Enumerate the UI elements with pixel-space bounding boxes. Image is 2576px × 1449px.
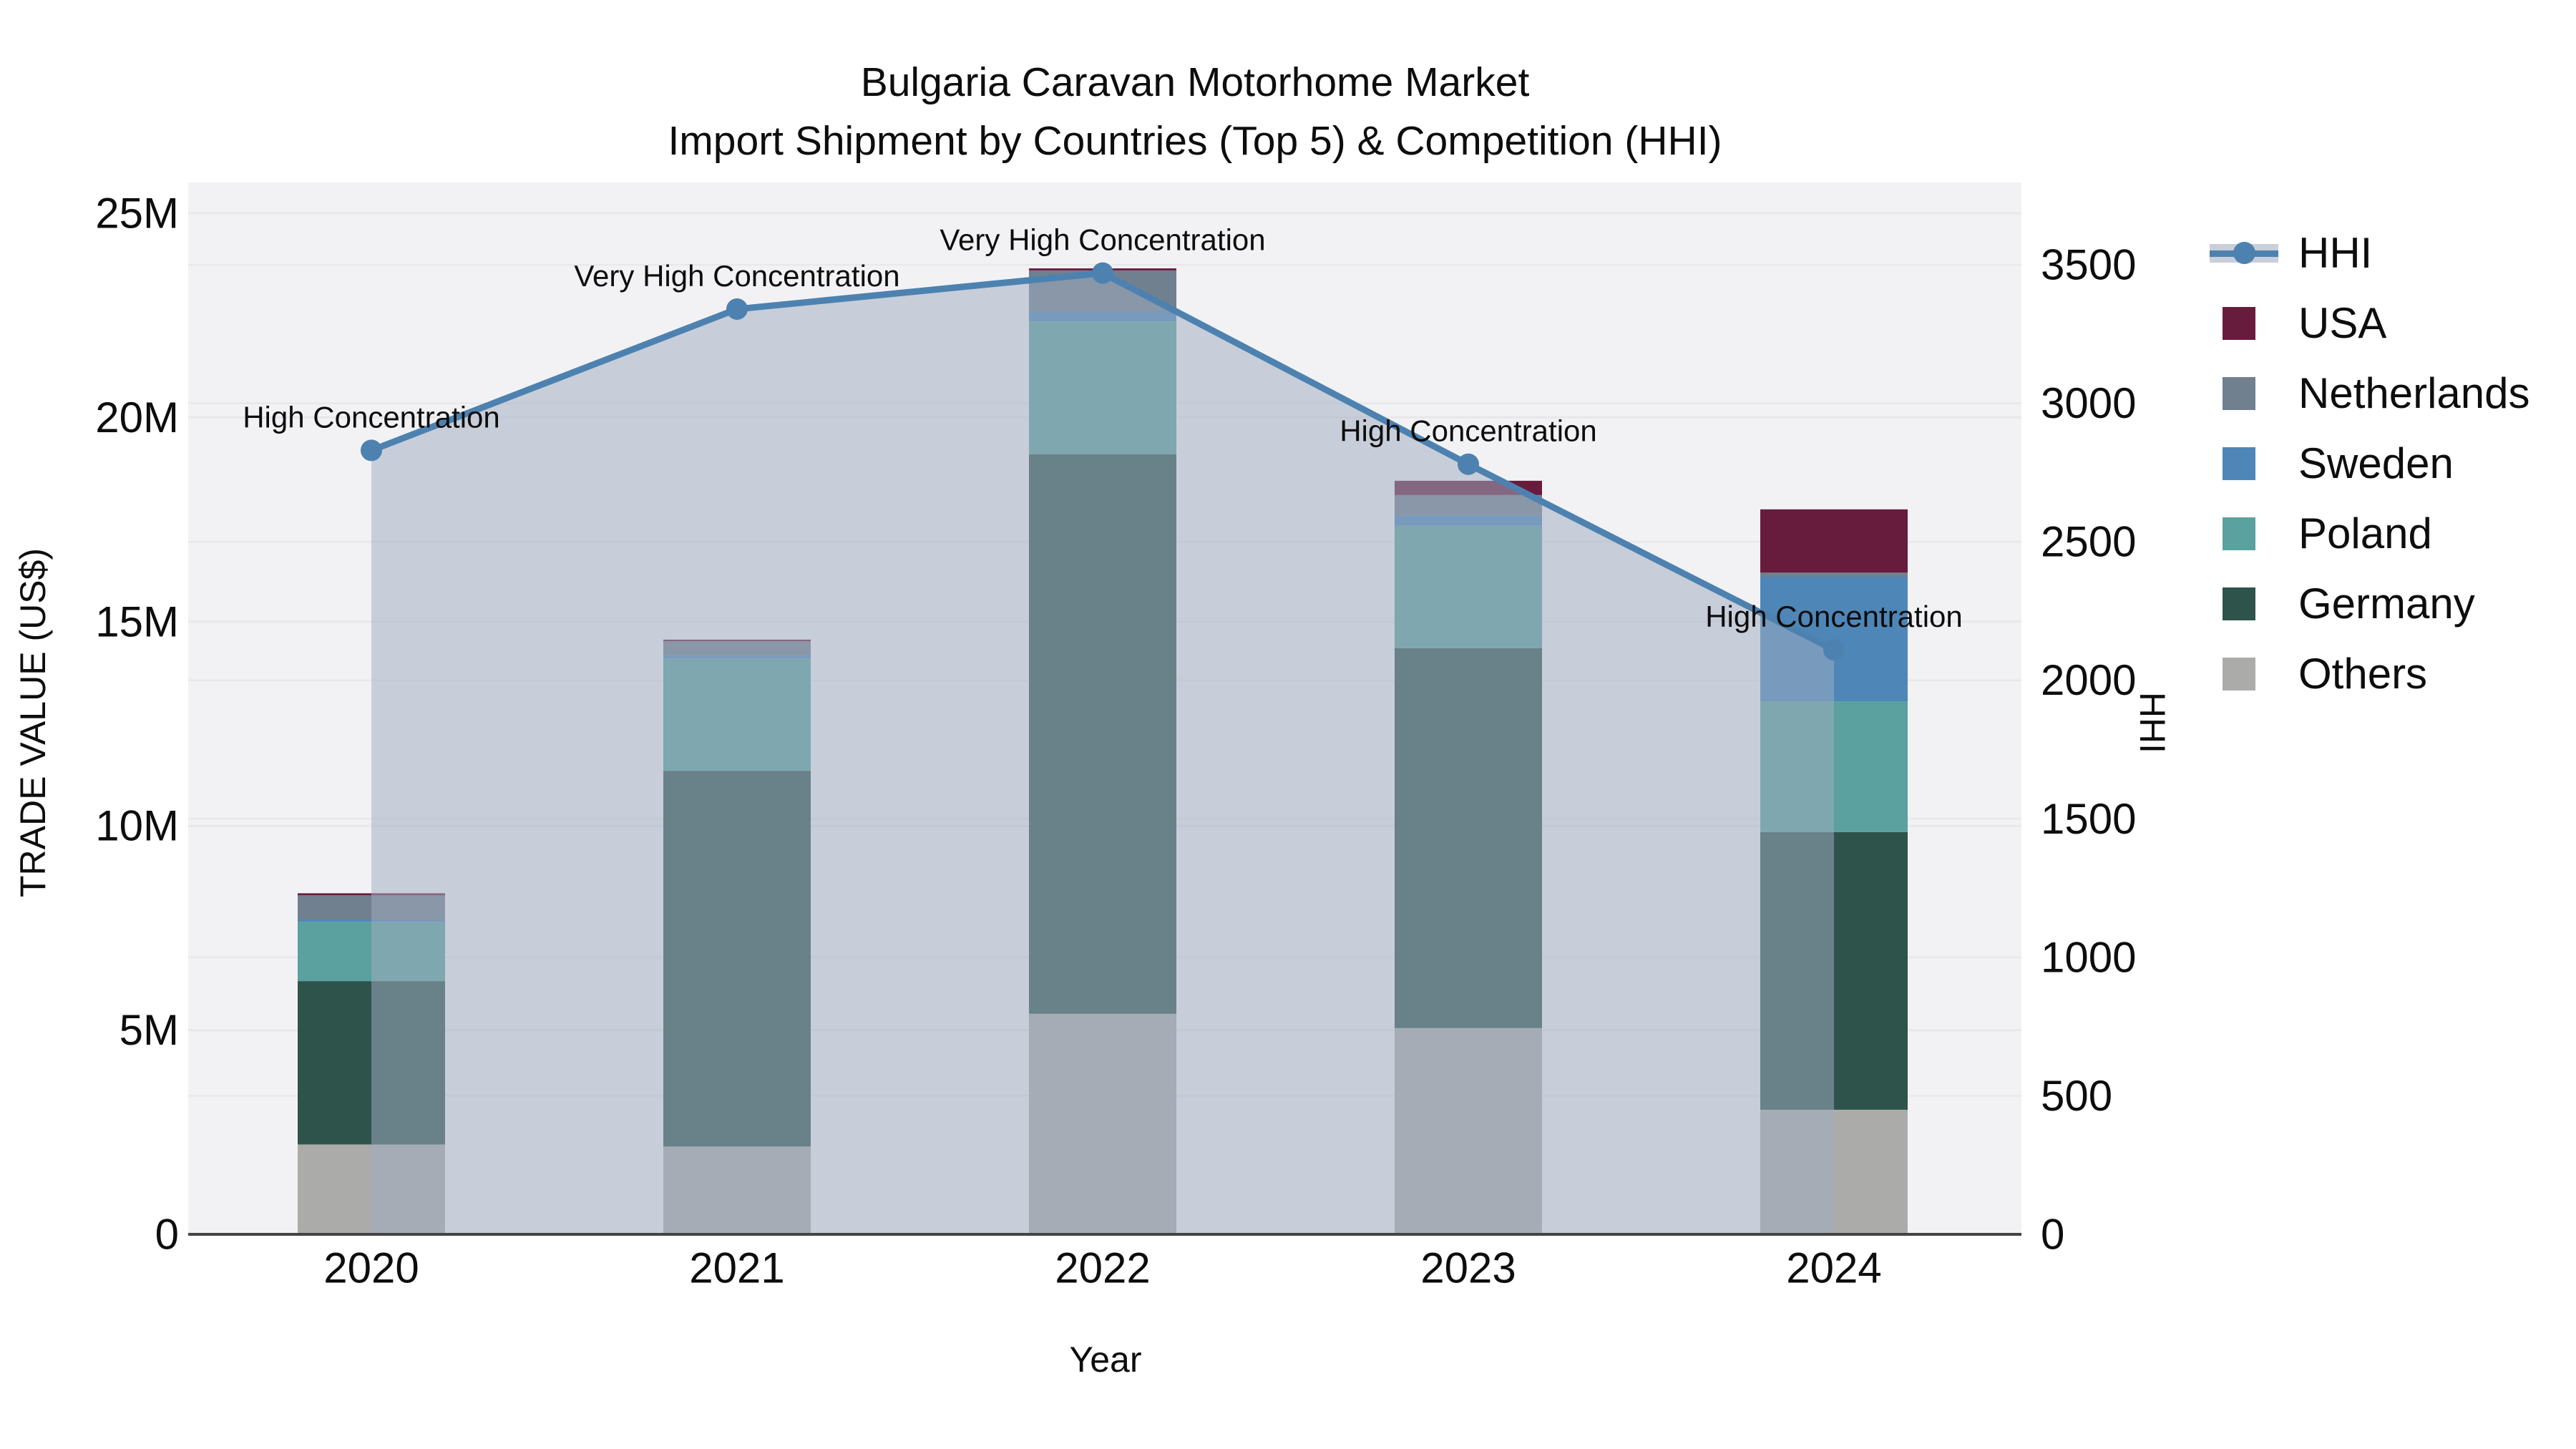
color-swatch-icon: [2223, 658, 2255, 691]
color-swatch-icon: [2223, 307, 2255, 340]
germany-swatch-icon: [2210, 587, 2278, 620]
legend-label: Others: [2298, 649, 2428, 698]
hhi-marker-2020[interactable]: [361, 439, 382, 462]
y-left-tick-25M: 25M: [95, 190, 179, 238]
annotation-2020: High Concentration: [243, 400, 500, 434]
others-swatch-icon: [2210, 658, 2278, 691]
annotation-2023: High Concentration: [1340, 414, 1597, 448]
sweden-swatch-icon: [2210, 447, 2278, 480]
usa-swatch-icon: [2210, 307, 2278, 340]
hhi-line-swatch-icon: [2210, 237, 2278, 268]
legend-item-others[interactable]: Others: [2210, 649, 2530, 698]
legend-item-usa[interactable]: USA: [2210, 298, 2530, 347]
color-swatch-icon: [2223, 377, 2255, 410]
bar-segment-usa-2024[interactable]: [1760, 509, 1908, 573]
color-swatch-icon: [2223, 447, 2255, 480]
y-left-tick-15M: 15M: [95, 597, 179, 645]
legend-label: USA: [2298, 298, 2387, 347]
y-right-tick-2500: 2500: [2041, 518, 2136, 566]
y-left-tick-5M: 5M: [119, 1006, 179, 1054]
hhi-marker-2022[interactable]: [1092, 262, 1113, 284]
y-right-tick-500: 500: [2041, 1072, 2112, 1120]
x-tick-2020: 2020: [323, 1244, 419, 1292]
x-tick-2024: 2024: [1786, 1244, 1881, 1292]
hhi-marker-2023[interactable]: [1458, 453, 1479, 475]
x-tick-2023: 2023: [1420, 1244, 1516, 1292]
y-left-axis-title: TRADE VALUE (US$): [13, 548, 53, 897]
legend-item-sweden[interactable]: Sweden: [2210, 439, 2530, 487]
y-right-tick-3500: 3500: [2041, 241, 2136, 289]
annotation-2021: Very High Concentration: [574, 259, 899, 293]
annotation-2022: Very High Concentration: [940, 223, 1265, 257]
hhi-marker-2021[interactable]: [726, 298, 748, 320]
legend: HHI USA Netherlands Sweden Poland Germany Othe…: [2210, 228, 2530, 698]
hhi-area-fill: [371, 273, 1834, 1235]
poland-swatch-icon: [2210, 517, 2278, 550]
legend-label: HHI: [2298, 228, 2373, 277]
y-left-tick-10M: 10M: [95, 802, 179, 850]
tick-labels: 0 5M 10M 15M 20M 25M 0 500 1000 1500 2000 2500 3000 3…: [95, 190, 2136, 1292]
netherlands-swatch-icon: [2210, 377, 2278, 410]
y-right-tick-1000: 1000: [2041, 933, 2136, 981]
y-right-axis-title: HHI: [2132, 692, 2172, 753]
hhi-dot-icon: [2233, 242, 2255, 264]
legend-label: Poland: [2298, 509, 2432, 557]
hhi-marker-2024[interactable]: [1823, 639, 1845, 661]
legend-item-poland[interactable]: Poland: [2210, 509, 2530, 557]
legend-item-germany[interactable]: Germany: [2210, 579, 2530, 628]
y-left-tick-0: 0: [155, 1211, 179, 1259]
x-axis-title: Year: [1069, 1340, 1141, 1380]
x-tick-2021: 2021: [689, 1244, 784, 1292]
y-right-tick-3000: 3000: [2041, 379, 2136, 427]
y-right-tick-1500: 1500: [2041, 795, 2136, 843]
chart-subtitle: Import Shipment by Countries (Top 5) & C…: [668, 118, 1722, 164]
legend-item-hhi[interactable]: HHI: [2210, 228, 2530, 277]
bar-segment-netherlands-2024[interactable]: [1760, 572, 1908, 577]
y-right-tick-2000: 2000: [2041, 656, 2136, 704]
chart-title: Bulgaria Caravan Motorhome Market: [860, 59, 1530, 105]
legend-item-netherlands[interactable]: Netherlands: [2210, 369, 2530, 417]
annotation-2024: High Concentration: [1705, 600, 1963, 633]
color-swatch-icon: [2223, 587, 2255, 620]
legend-label: Germany: [2298, 579, 2475, 628]
legend-label: Netherlands: [2298, 369, 2530, 417]
legend-label: Sweden: [2298, 439, 2454, 487]
color-swatch-icon: [2223, 517, 2255, 550]
x-tick-2022: 2022: [1055, 1244, 1150, 1292]
y-right-tick-0: 0: [2041, 1211, 2064, 1259]
y-left-tick-20M: 20M: [95, 394, 179, 441]
